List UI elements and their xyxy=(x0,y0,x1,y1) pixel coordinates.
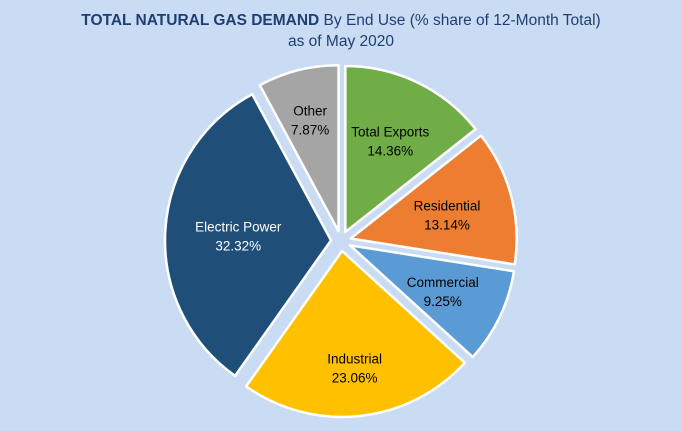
chart-title-line2: as of May 2020 xyxy=(288,33,394,50)
chart-title: TOTAL NATURAL GAS DEMAND By End Use (% s… xyxy=(0,10,682,52)
slice-label-commercial: Commercial 9.25% xyxy=(407,275,479,309)
pie-slice-residential xyxy=(349,134,518,266)
chart-title-bold: TOTAL NATURAL GAS DEMAND xyxy=(81,12,320,29)
slice-label-industrial: Industrial 23.06% xyxy=(327,351,382,385)
chart-title-rest: By End Use (% share of 12-Month Total) xyxy=(319,12,601,29)
pie-slice-total-exports xyxy=(344,64,477,234)
pie-slice-industrial xyxy=(244,249,467,419)
pie-slice-commercial xyxy=(348,244,516,359)
slice-label-other: Other 7.87% xyxy=(291,104,329,138)
slice-label-electric-power: Electric Power 32.32% xyxy=(195,220,282,254)
pie-slice-electric-power xyxy=(163,93,333,378)
slice-label-residential: Residential 13.14% xyxy=(414,198,481,232)
pie-slice-other xyxy=(258,64,340,233)
slice-label-total-exports: Total Exports 14.36% xyxy=(351,124,429,158)
